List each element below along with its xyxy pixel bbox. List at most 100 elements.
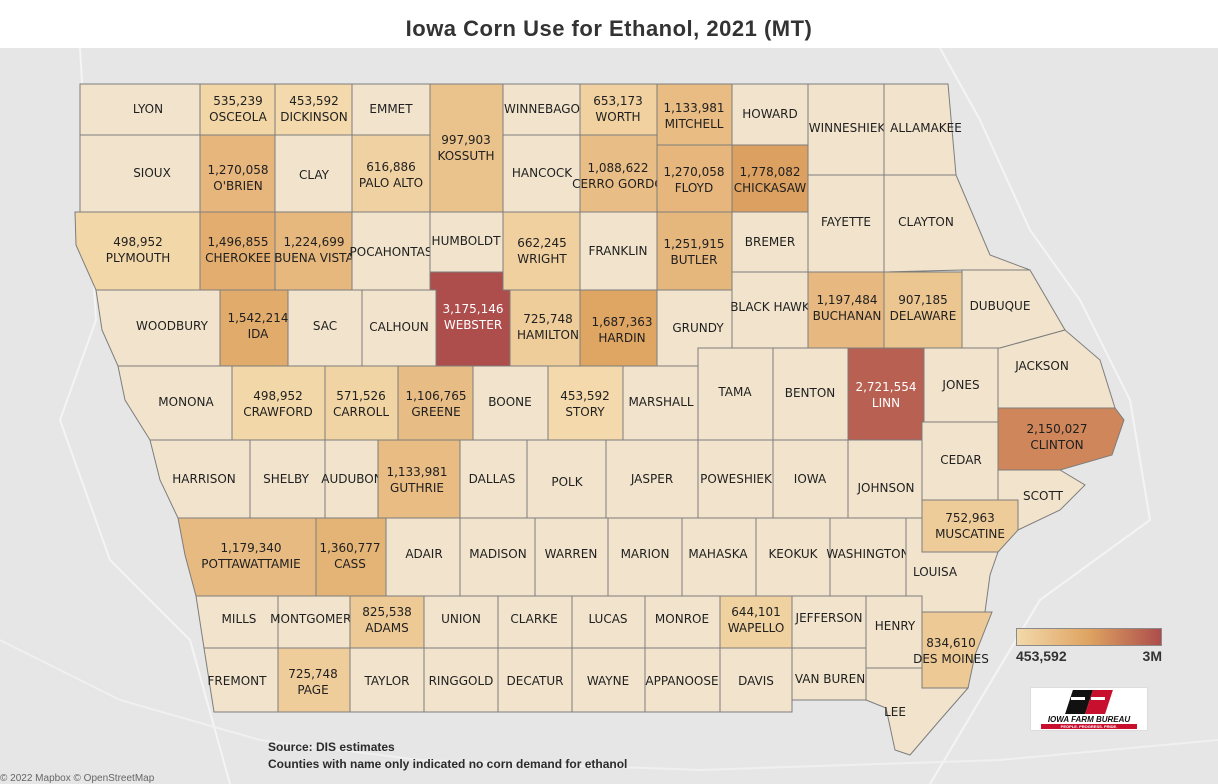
- county-ida[interactable]: 1,542,214 IDA: [219, 289, 289, 367]
- county-mills[interactable]: MILLS: [195, 595, 279, 649]
- county-boone[interactable]: BOONE: [472, 365, 549, 441]
- county-pottawattamie[interactable]: 1,179,340 POTTAWATTAMIE: [177, 517, 317, 597]
- county-shape[interactable]: [429, 83, 504, 213]
- map-attribution[interactable]: © 2022 Mapbox © OpenStreetMap: [0, 773, 155, 784]
- county-jefferson[interactable]: JEFFERSON: [791, 595, 867, 649]
- county-jones[interactable]: JONES: [923, 347, 999, 423]
- county-van-buren[interactable]: VAN BUREN: [791, 647, 867, 701]
- county-davis[interactable]: DAVIS: [719, 647, 793, 713]
- county-pocahontas[interactable]: POCAHONTAS: [350, 211, 433, 291]
- county-guthrie[interactable]: 1,133,981 GUTHRIE: [377, 439, 461, 519]
- county-fayette[interactable]: FAYETTE: [807, 174, 885, 273]
- county-o-brien[interactable]: 1,270,058 O'BRIEN: [199, 134, 276, 213]
- county-cerro-gordo[interactable]: 1,088,622 CERRO GORDO: [572, 134, 664, 213]
- county-delaware[interactable]: 907,185 DELAWARE: [883, 271, 963, 349]
- county-linn[interactable]: 2,721,554 LINN: [847, 347, 925, 441]
- county-wayne[interactable]: WAYNE: [571, 647, 646, 713]
- county-shape[interactable]: [719, 647, 793, 713]
- county-jasper[interactable]: JASPER: [605, 439, 699, 519]
- county-adams[interactable]: 825,538 ADAMS: [349, 595, 425, 649]
- county-humboldt[interactable]: HUMBOLDT: [429, 211, 504, 273]
- county-butler[interactable]: 1,251,915 BUTLER: [656, 211, 733, 291]
- county-webster[interactable]: 3,175,146 WEBSTER: [429, 271, 511, 367]
- county-polk[interactable]: POLK: [526, 439, 607, 519]
- county-shape[interactable]: [547, 365, 624, 441]
- county-hancock[interactable]: HANCOCK: [502, 134, 581, 213]
- county-marshall[interactable]: MARSHALL: [622, 365, 699, 441]
- county-cherokee[interactable]: 1,496,855 CHEROKEE: [199, 211, 276, 291]
- county-winneshiek[interactable]: WINNESHIEK: [807, 83, 886, 176]
- county-iowa[interactable]: IOWA: [772, 439, 849, 519]
- county-scott[interactable]: SCOTT: [997, 469, 1086, 531]
- county-dallas[interactable]: DALLAS: [459, 439, 528, 519]
- county-dubuque[interactable]: DUBUQUE: [961, 269, 1066, 349]
- county-black-hawk[interactable]: BLACK HAWK: [730, 271, 811, 349]
- county-hardin[interactable]: 1,687,363 HARDIN: [579, 289, 658, 367]
- county-story[interactable]: 453,592 STORY: [547, 365, 624, 441]
- county-madison[interactable]: MADISON: [459, 517, 536, 597]
- county-clarke[interactable]: CLARKE: [497, 595, 573, 649]
- county-shape[interactable]: [231, 365, 326, 441]
- county-wapello[interactable]: 644,101 WAPELLO: [719, 595, 793, 649]
- county-benton[interactable]: BENTON: [772, 347, 849, 441]
- county-bremer[interactable]: BREMER: [731, 211, 809, 273]
- county-lucas[interactable]: LUCAS: [571, 595, 646, 649]
- county-mahaska[interactable]: MAHASKA: [681, 517, 757, 597]
- county-louisa[interactable]: LOUISA: [905, 517, 999, 613]
- county-clay[interactable]: CLAY: [274, 134, 353, 213]
- county-mitchell[interactable]: 1,133,981 MITCHELL: [656, 83, 733, 146]
- county-calhoun[interactable]: CALHOUN: [361, 289, 437, 367]
- county-carroll[interactable]: 571,526 CARROLL: [324, 365, 399, 441]
- county-appanoose[interactable]: APPANOOSE: [644, 647, 721, 713]
- county-shape[interactable]: [397, 365, 474, 441]
- county-winnebago[interactable]: WINNEBAGO: [502, 83, 581, 136]
- county-ringgold[interactable]: RINGGOLD: [423, 647, 499, 713]
- county-warren[interactable]: WARREN: [534, 517, 609, 597]
- county-shape[interactable]: [847, 347, 925, 441]
- county-page[interactable]: 725,748 PAGE: [277, 647, 351, 713]
- county-crawford[interactable]: 498,952 CRAWFORD: [231, 365, 326, 441]
- county-adair[interactable]: ADAIR: [385, 517, 461, 597]
- county-howard[interactable]: HOWARD: [731, 83, 809, 146]
- county-kossuth[interactable]: 997,903 KOSSUTH: [429, 83, 504, 213]
- county-marion[interactable]: MARION: [607, 517, 683, 597]
- county-monroe[interactable]: MONROE: [644, 595, 721, 649]
- county-osceola[interactable]: 535,239 OSCEOLA: [199, 83, 276, 136]
- county-shape[interactable]: [656, 211, 733, 291]
- county-wright[interactable]: 662,245 WRIGHT: [502, 211, 581, 291]
- county-plymouth[interactable]: 498,952 PLYMOUTH: [74, 211, 201, 291]
- county-shelby[interactable]: SHELBY: [249, 439, 326, 519]
- county-tama[interactable]: TAMA: [697, 347, 774, 441]
- county-floyd[interactable]: 1,270,058 FLOYD: [656, 144, 733, 213]
- county-decatur[interactable]: DECATUR: [497, 647, 573, 713]
- county-greene[interactable]: 1,106,765 GREENE: [397, 365, 474, 441]
- county-shape[interactable]: [921, 499, 1019, 553]
- county-keokuk[interactable]: KEOKUK: [755, 517, 831, 597]
- county-lyon[interactable]: LYON: [79, 83, 201, 136]
- county-sioux[interactable]: SIOUX: [79, 134, 201, 213]
- county-hamilton[interactable]: 725,748 HAMILTON: [509, 289, 581, 367]
- county-clinton[interactable]: 2,150,027 CLINTON: [997, 407, 1125, 471]
- county-washington[interactable]: WASHINGTON: [826, 517, 910, 597]
- county-buchanan[interactable]: 1,197,484 BUCHANAN: [807, 271, 885, 349]
- county-cedar[interactable]: CEDAR: [921, 421, 999, 501]
- county-worth[interactable]: 653,173 WORTH: [579, 83, 658, 136]
- county-montgomery[interactable]: MONTGOMERY: [270, 595, 359, 649]
- county-dickinson[interactable]: 453,592 DICKINSON: [274, 83, 353, 136]
- county-shape[interactable]: [847, 439, 923, 519]
- county-woodbury[interactable]: WOODBURY: [95, 289, 221, 367]
- county-johnson[interactable]: JOHNSON: [847, 439, 923, 519]
- county-lee[interactable]: LEE: [865, 667, 970, 756]
- county-sac[interactable]: SAC: [287, 289, 363, 367]
- county-union[interactable]: UNION: [423, 595, 499, 649]
- county-allamakee[interactable]: ALLAMAKEE: [883, 83, 962, 176]
- county-cass[interactable]: 1,360,777 CASS: [315, 517, 387, 597]
- county-shape[interactable]: [324, 365, 399, 441]
- county-emmet[interactable]: EMMET: [351, 83, 431, 136]
- county-shape[interactable]: [377, 439, 461, 519]
- county-shape[interactable]: [865, 667, 970, 756]
- county-chickasaw[interactable]: 1,778,082 CHICKASAW: [731, 144, 809, 213]
- county-taylor[interactable]: TAYLOR: [349, 647, 425, 713]
- county-franklin[interactable]: FRANKLIN: [579, 211, 658, 291]
- county-poweshiek[interactable]: POWESHIEK: [697, 439, 774, 519]
